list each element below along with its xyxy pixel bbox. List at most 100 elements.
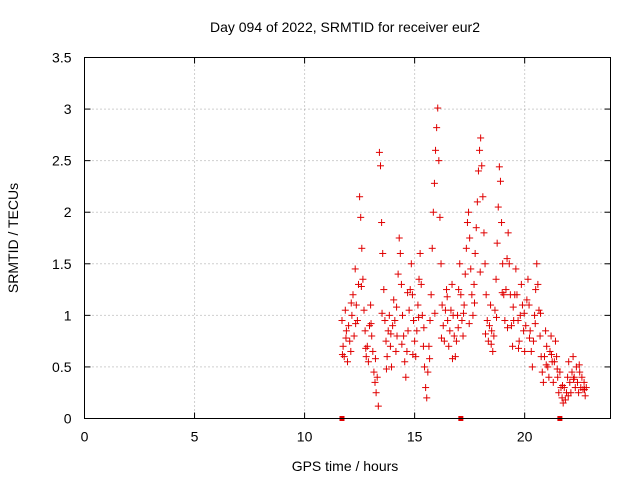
data-point: [459, 309, 467, 317]
data-point: [417, 280, 425, 288]
data-point: [491, 306, 499, 314]
data-point: [357, 282, 365, 290]
y-axis-label: SRMTID / TECUs: [5, 183, 21, 293]
data-point: [518, 301, 526, 309]
axis-ticks: [84, 57, 611, 419]
data-point: [410, 317, 418, 325]
data-point: [538, 368, 546, 376]
data-point: [504, 229, 512, 237]
data-point: [481, 260, 489, 268]
data-point: [421, 363, 429, 371]
data-point: [349, 291, 357, 299]
data-point: [531, 320, 539, 328]
data-point: [424, 368, 432, 376]
data-point: [504, 324, 512, 332]
data-point: [371, 355, 379, 363]
data-point: [512, 265, 520, 273]
data-point: [369, 347, 377, 355]
data-point: [347, 299, 355, 307]
data-point: [396, 249, 404, 257]
data-point: [443, 293, 451, 301]
data-point: [344, 358, 351, 366]
data-point: [554, 373, 562, 381]
data-point: [382, 337, 390, 345]
data-point: [542, 327, 550, 335]
data-point: [411, 337, 419, 345]
data-point: [437, 334, 445, 342]
data-point: [382, 365, 390, 373]
data-point: [555, 389, 563, 397]
data-point: [448, 355, 456, 363]
data-point: [407, 260, 415, 268]
data-point: [468, 291, 476, 299]
data-point: [452, 337, 460, 345]
data-point: [443, 286, 451, 294]
data-point: [522, 322, 530, 330]
data-point: [362, 353, 370, 361]
y-tick-label: 3.5: [52, 50, 72, 66]
x-tick-label: 20: [517, 429, 533, 445]
plot-frame: [84, 57, 611, 419]
data-point: [367, 320, 375, 328]
data-point: [391, 317, 399, 325]
data-point: [548, 351, 556, 359]
data-point: [539, 378, 547, 386]
data-point: [346, 337, 354, 345]
data-point: [433, 124, 441, 132]
data-point: [537, 309, 545, 317]
data-point: [420, 324, 428, 332]
data-point: [397, 280, 405, 288]
data-point: [503, 255, 511, 263]
data-point: [487, 340, 495, 348]
data-point: [479, 193, 487, 201]
data-point: [456, 260, 464, 268]
data-point: [545, 373, 553, 381]
y-tick-label: 1: [64, 307, 72, 323]
data-point: [465, 208, 473, 216]
data-point: [470, 299, 478, 307]
data-point: [403, 347, 411, 355]
data-point: [427, 291, 435, 299]
data-point: [377, 162, 385, 170]
data-point: [483, 317, 491, 325]
data-point: [375, 148, 383, 156]
data-point: [430, 179, 438, 187]
data-point: [516, 311, 524, 319]
data-point: [492, 313, 500, 321]
data-point: [359, 275, 367, 283]
data-point: [395, 234, 403, 242]
data-point: [341, 306, 349, 314]
y-tick-label: 2.5: [52, 153, 72, 169]
data-point: [356, 193, 364, 201]
data-point: [370, 368, 378, 376]
data-point: [450, 332, 458, 340]
data-point: [387, 330, 395, 338]
data-point: [564, 392, 572, 400]
data-point: [457, 291, 465, 299]
data-point: [578, 373, 586, 381]
data-point: [553, 353, 561, 361]
data-point: [409, 351, 417, 359]
data-point: [364, 358, 372, 366]
x-tick-label: 5: [191, 429, 199, 445]
data-point: [350, 332, 358, 340]
data-point: [525, 301, 533, 309]
data-point: [345, 322, 353, 330]
data-point: [576, 368, 584, 376]
data-point: [347, 347, 355, 355]
data-point: [474, 167, 482, 175]
data-point: [392, 347, 400, 355]
data-point: [492, 275, 500, 283]
data-point: [404, 327, 412, 335]
data-point: [473, 198, 481, 206]
data-point: [514, 317, 522, 325]
data-point: [401, 358, 409, 366]
data-point: [526, 334, 534, 342]
y-tick-label: 3: [64, 101, 72, 117]
data-point: [459, 332, 467, 340]
data-point: [528, 363, 536, 371]
data-point: [423, 394, 431, 402]
data-point: [520, 327, 528, 335]
data-point: [542, 361, 550, 369]
